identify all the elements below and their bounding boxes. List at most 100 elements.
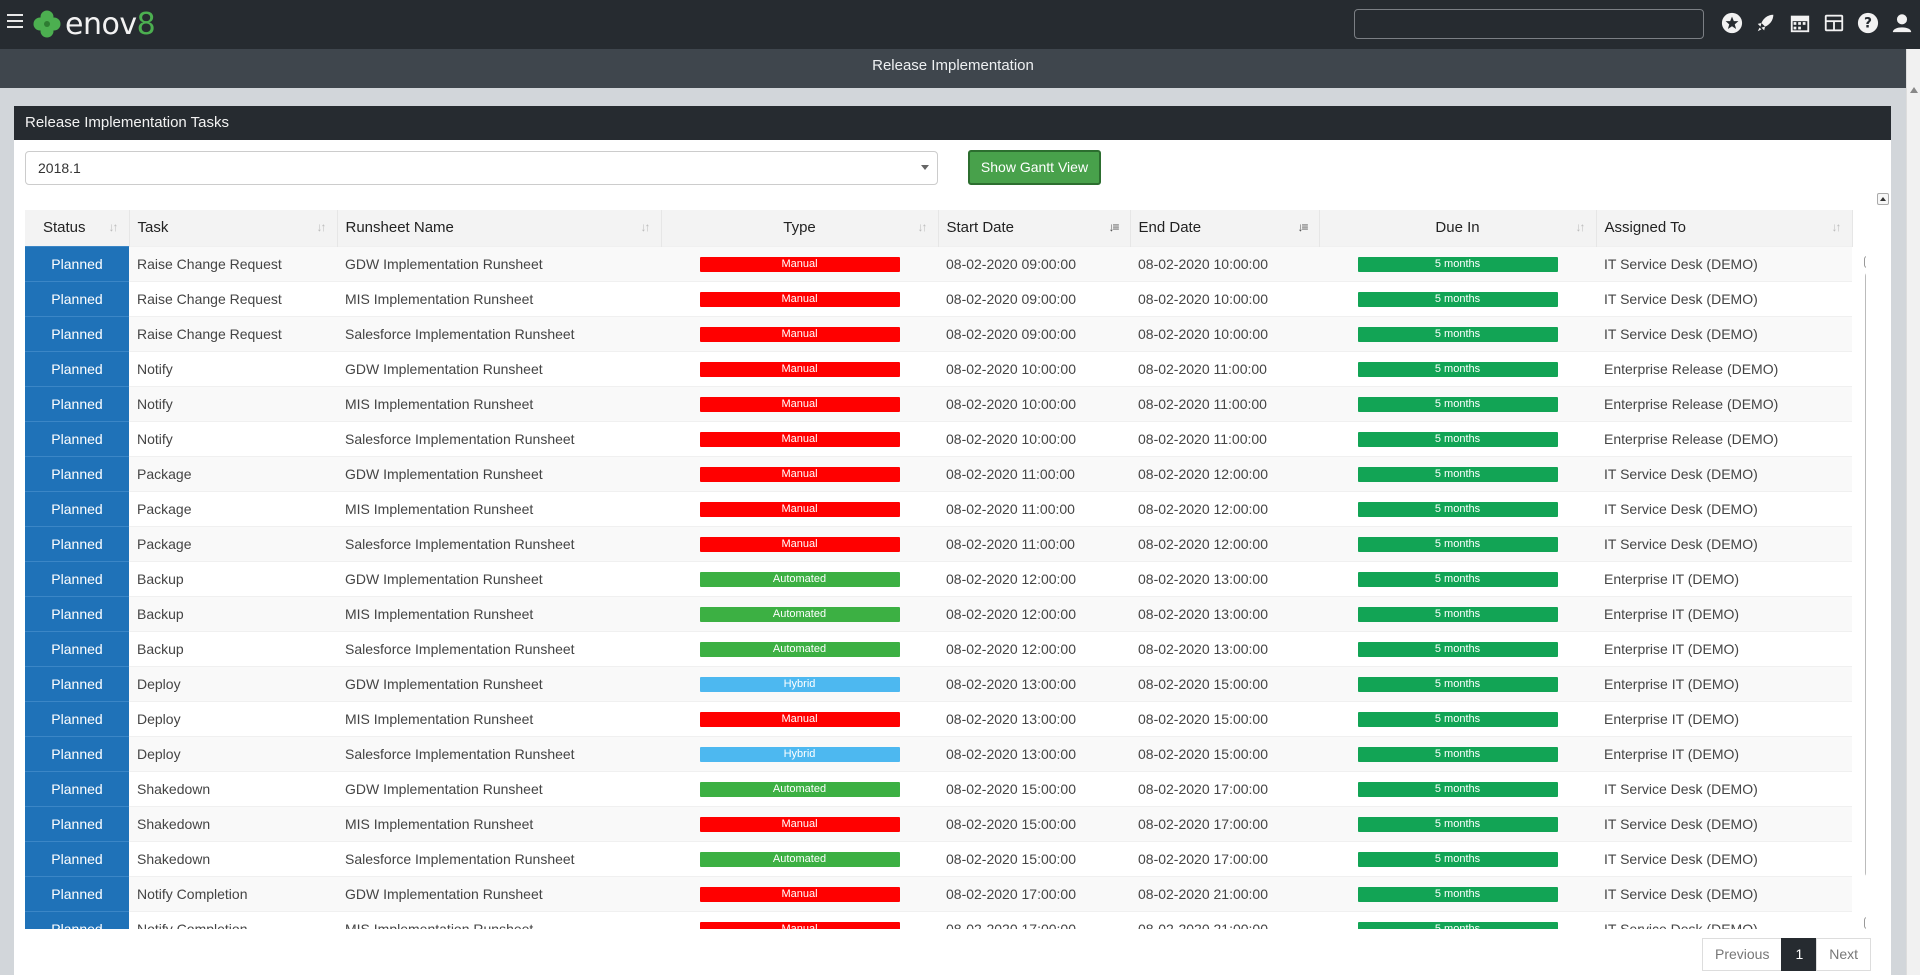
page-1-button[interactable]: 1 — [1781, 938, 1818, 971]
scroll-up-icon[interactable] — [1864, 256, 1866, 268]
status-cell[interactable]: Planned — [25, 280, 129, 316]
due-in-cell: 5 months — [1319, 315, 1596, 351]
header-due-in[interactable]: Due In ↓↑ — [1319, 210, 1597, 246]
runsheet-cell: Salesforce Implementation Runsheet — [337, 840, 661, 876]
global-search-input[interactable] — [1354, 9, 1704, 39]
star-icon[interactable] — [1720, 11, 1744, 35]
task-cell: Deploy — [129, 665, 337, 701]
status-cell[interactable]: Planned — [25, 245, 129, 281]
sort-icon[interactable]: ↓↑ — [1575, 220, 1586, 234]
type-badge: Manual — [699, 886, 900, 902]
start-date-cell: 08-02-2020 11:00:00 — [938, 455, 1130, 491]
type-badge: Manual — [699, 256, 900, 272]
status-cell[interactable]: Planned — [25, 455, 129, 491]
table-row[interactable]: Planned Raise Change Request MIS Implement… — [25, 280, 1852, 316]
runsheet-cell: Salesforce Implementation Runsheet — [337, 315, 661, 351]
menu-icon[interactable] — [7, 14, 23, 28]
header-assigned-to[interactable]: Assigned To ↓↑ — [1596, 210, 1853, 246]
assigned-to-cell: IT Service Desk (DEMO) — [1596, 245, 1852, 281]
runsheet-cell: MIS Implementation Runsheet — [337, 805, 661, 841]
release-select[interactable]: 2018.1 — [25, 151, 938, 185]
status-cell[interactable]: Planned — [25, 560, 129, 596]
assigned-to-cell: IT Service Desk (DEMO) — [1596, 490, 1852, 526]
sort-icon[interactable]: ↓↑ — [1831, 220, 1842, 234]
status-cell[interactable]: Planned — [25, 630, 129, 666]
calendar-icon[interactable] — [1788, 11, 1812, 35]
table-row[interactable]: Planned Package Salesforce Implementation … — [25, 525, 1852, 561]
end-date-cell: 08-02-2020 10:00:00 — [1130, 315, 1319, 351]
table-scrollbar[interactable] — [1863, 252, 1866, 929]
table-row[interactable]: Planned Notify Salesforce Implementation R… — [25, 420, 1852, 456]
sort-ascending-icon[interactable]: ↓≡ — [1108, 220, 1119, 234]
table-row[interactable]: Planned Deploy MIS Implementation Runsheet… — [25, 700, 1852, 736]
start-date-cell: 08-02-2020 13:00:00 — [938, 665, 1130, 701]
table-row[interactable]: Planned Raise Change Request Salesforce Im… — [25, 315, 1852, 351]
sort-icon[interactable]: ↓↑ — [316, 220, 327, 234]
sort-icon[interactable]: ↓↑ — [640, 220, 651, 234]
table-row[interactable]: Planned Backup GDW Implementation Runsheet… — [25, 560, 1852, 596]
status-cell[interactable]: Planned — [25, 910, 129, 929]
scroll-top-button[interactable] — [1877, 193, 1889, 205]
task-cell: Notify Completion — [129, 875, 337, 911]
status-cell[interactable]: Planned — [25, 735, 129, 771]
assigned-to-cell: IT Service Desk (DEMO) — [1596, 525, 1852, 561]
header-status[interactable]: Status ↓↑ — [25, 210, 130, 246]
sort-ascending-icon[interactable]: ↓≡ — [1297, 220, 1308, 234]
app-logo[interactable]: enov8 — [32, 6, 156, 42]
table-row[interactable]: Planned Notify Completion MIS Implementati… — [25, 910, 1852, 929]
show-gantt-view-button[interactable]: Show Gantt View — [968, 150, 1101, 185]
status-cell[interactable]: Planned — [25, 840, 129, 876]
header-runsheet-name[interactable]: Runsheet Name ↓↑ — [337, 210, 662, 246]
table-row[interactable]: Planned Notify Completion GDW Implementati… — [25, 875, 1852, 911]
due-in-badge: 5 months — [1357, 326, 1558, 342]
status-cell[interactable]: Planned — [25, 700, 129, 736]
rocket-icon[interactable] — [1754, 11, 1778, 35]
help-icon[interactable]: ? — [1856, 11, 1880, 35]
runsheet-cell: GDW Implementation Runsheet — [337, 455, 661, 491]
scroll-down-icon[interactable] — [1864, 917, 1866, 929]
due-in-badge: 5 months — [1357, 922, 1558, 929]
sort-icon[interactable]: ↓↑ — [917, 220, 928, 234]
table-row[interactable]: Planned Raise Change Request GDW Implement… — [25, 245, 1852, 281]
assigned-to-cell: IT Service Desk (DEMO) — [1596, 770, 1852, 806]
header-type[interactable]: Type ↓↑ — [661, 210, 939, 246]
scrollbar-track[interactable] — [1865, 272, 1866, 877]
type-badge: Manual — [699, 431, 900, 447]
previous-page-button[interactable]: Previous — [1702, 938, 1783, 971]
status-cell[interactable]: Planned — [25, 315, 129, 351]
table-row[interactable]: Planned Shakedown GDW Implementation Runsh… — [25, 770, 1852, 806]
user-icon[interactable] — [1890, 11, 1914, 35]
table-row[interactable]: Planned Shakedown Salesforce Implementatio… — [25, 840, 1852, 876]
table-row[interactable]: Planned Package GDW Implementation Runshee… — [25, 455, 1852, 491]
table-row[interactable]: Planned Package MIS Implementation Runshee… — [25, 490, 1852, 526]
page-scrollbar[interactable] — [1906, 49, 1920, 975]
table-row[interactable]: Planned Notify MIS Implementation Runsheet… — [25, 385, 1852, 421]
status-cell[interactable]: Planned — [25, 385, 129, 421]
dashboard-icon[interactable] — [1822, 11, 1846, 35]
type-cell: Automated — [661, 770, 938, 806]
table-row[interactable]: Planned Notify GDW Implementation Runsheet… — [25, 350, 1852, 386]
task-cell: Deploy — [129, 700, 337, 736]
table-row[interactable]: Planned Deploy Salesforce Implementation R… — [25, 735, 1852, 771]
status-cell[interactable]: Planned — [25, 525, 129, 561]
status-cell[interactable]: Planned — [25, 350, 129, 386]
status-cell[interactable]: Planned — [25, 490, 129, 526]
scroll-up-arrow-icon[interactable] — [1910, 87, 1918, 93]
status-cell[interactable]: Planned — [25, 595, 129, 631]
status-cell[interactable]: Planned — [25, 805, 129, 841]
end-date-cell: 08-02-2020 11:00:00 — [1130, 350, 1319, 386]
next-page-button[interactable]: Next — [1816, 938, 1872, 971]
runsheet-cell: MIS Implementation Runsheet — [337, 490, 661, 526]
status-cell[interactable]: Planned — [25, 420, 129, 456]
header-start-date[interactable]: Start Date ↓≡ — [938, 210, 1131, 246]
table-row[interactable]: Planned Backup Salesforce Implementation R… — [25, 630, 1852, 666]
table-row[interactable]: Planned Deploy GDW Implementation Runsheet… — [25, 665, 1852, 701]
table-row[interactable]: Planned Shakedown MIS Implementation Runsh… — [25, 805, 1852, 841]
header-task[interactable]: Task ↓↑ — [129, 210, 338, 246]
sort-icon[interactable]: ↓↑ — [108, 220, 119, 234]
status-cell[interactable]: Planned — [25, 665, 129, 701]
status-cell[interactable]: Planned — [25, 875, 129, 911]
status-cell[interactable]: Planned — [25, 770, 129, 806]
table-row[interactable]: Planned Backup MIS Implementation Runsheet… — [25, 595, 1852, 631]
header-end-date[interactable]: End Date ↓≡ — [1130, 210, 1320, 246]
